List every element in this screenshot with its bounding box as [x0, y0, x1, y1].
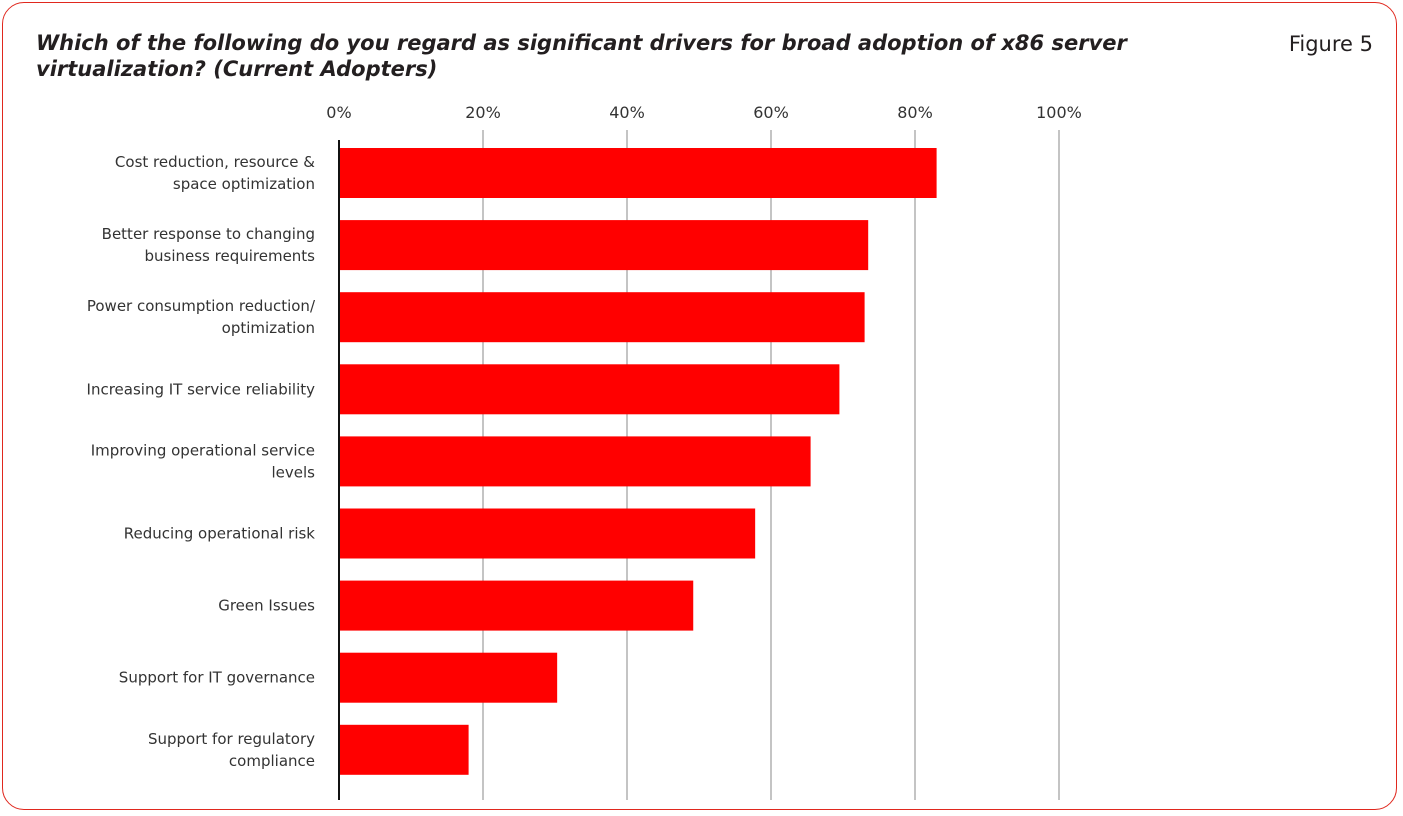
- category-label: Cost reduction, resource &: [115, 153, 315, 171]
- x-tick-label: 60%: [753, 103, 789, 122]
- category-label: Reducing operational risk: [124, 525, 316, 543]
- category-label: compliance: [229, 752, 315, 770]
- x-axis-ticks: 0% 20% 40% 60% 80% 100%: [326, 103, 1082, 122]
- category-label: space optimization: [173, 175, 315, 193]
- category-label: Support for regulatory: [148, 730, 315, 748]
- category-labels: Cost reduction, resource & space optimiza…: [87, 153, 316, 770]
- x-tick-label: 0%: [326, 103, 351, 122]
- bar: [339, 364, 840, 415]
- bar: [339, 292, 865, 343]
- x-tick-label: 100%: [1036, 103, 1082, 122]
- bar: [339, 220, 869, 271]
- category-label: Green Issues: [218, 597, 315, 615]
- bar: [339, 652, 558, 703]
- x-tick-label: 20%: [465, 103, 501, 122]
- bar: [339, 508, 756, 559]
- category-label: Increasing IT service reliability: [87, 380, 316, 398]
- bar: [339, 580, 694, 631]
- chart-title: Which of the following do you regard as …: [36, 31, 1127, 81]
- bars: [339, 148, 937, 775]
- category-label: Support for IT governance: [119, 669, 315, 687]
- x-tick-label: 40%: [609, 103, 645, 122]
- bar: [339, 724, 469, 775]
- x-tick-label: 80%: [897, 103, 933, 122]
- figure-label: Figure 5: [1288, 32, 1373, 56]
- category-label: Improving operational service: [91, 441, 315, 459]
- category-label: levels: [272, 463, 316, 481]
- bar: [339, 436, 811, 487]
- category-label: business requirements: [144, 247, 315, 265]
- bar: [339, 148, 937, 198]
- category-label: optimization: [222, 319, 315, 337]
- category-label: Better response to changing: [102, 225, 315, 243]
- category-label: Power consumption reduction/: [87, 297, 316, 315]
